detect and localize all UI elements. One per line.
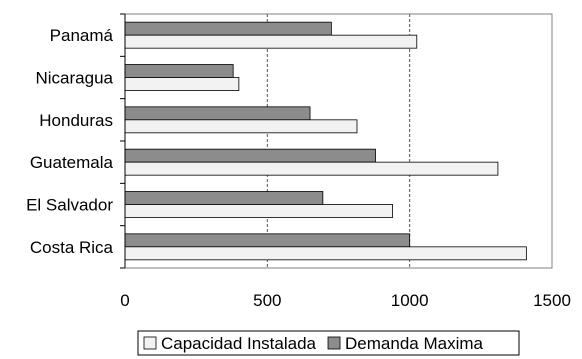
- category-labels: Panamá Nicaragua Honduras Guatemala El Salva…: [26, 26, 113, 257]
- legend-swatch: [327, 336, 341, 350]
- bar-demanda-maxima: [124, 106, 311, 121]
- gridlines: [266, 14, 411, 268]
- bar-demanda-maxima: [124, 191, 324, 205]
- plot-frame: [124, 13, 553, 269]
- bar-capacidad-instalada: [124, 204, 393, 218]
- category-label: Costa Rica: [30, 238, 114, 257]
- bar-capacidad-instalada: [124, 77, 240, 91]
- bar-demanda-maxima: [124, 64, 234, 78]
- bar-demanda-maxima: [124, 148, 376, 163]
- bar-capacidad-instalada: [124, 119, 358, 134]
- x-tick-label: 1000: [391, 291, 429, 310]
- bar-demanda-maxima: [124, 21, 332, 36]
- legend: Capacidad Instalada Demanda Maxima: [137, 330, 520, 356]
- bar-capacidad-instalada: [124, 161, 499, 176]
- legend-swatch: [143, 336, 157, 350]
- category-label: Guatemala: [30, 153, 114, 172]
- category-label: Honduras: [39, 111, 113, 130]
- bar-demanda-maxima: [124, 233, 411, 248]
- x-tick-label: 0: [120, 291, 129, 310]
- tick-labels: 0 500 1000 1500: [120, 291, 571, 310]
- bars: [124, 21, 527, 261]
- category-label: Panamá: [50, 26, 114, 45]
- bar-capacidad-instalada: [124, 34, 418, 49]
- x-tick-label: 1500: [533, 291, 571, 310]
- category-label: Nicaragua: [36, 69, 114, 88]
- axes: [120, 13, 553, 269]
- x-tick-label: 500: [253, 291, 281, 310]
- legend-label: Capacidad Instalada: [161, 334, 317, 353]
- bar-capacidad-instalada: [124, 246, 527, 261]
- legend-label: Demanda Maxima: [345, 334, 483, 353]
- category-label: El Salvador: [26, 196, 113, 215]
